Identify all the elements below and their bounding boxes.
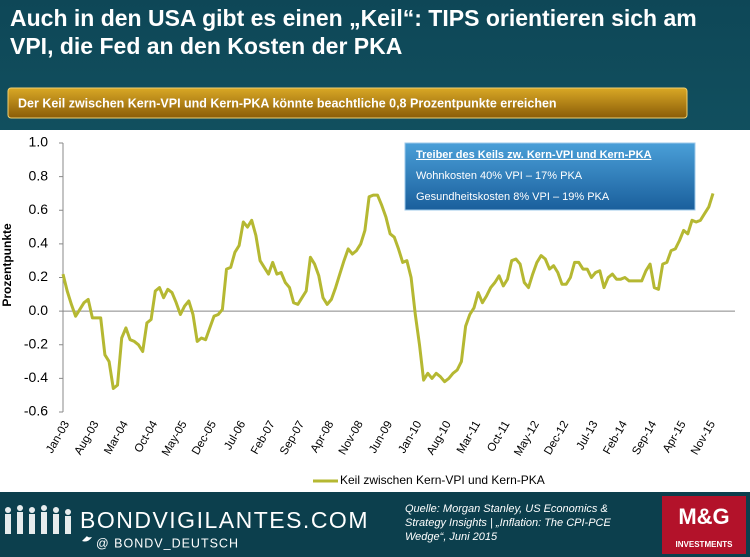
subtitle: Der Keil zwischen Kern-VPI und Kern-PKA …: [18, 96, 557, 110]
annotation-line: Wohnkosten 40% VPI – 17% PKA: [416, 170, 583, 182]
y-tick-label: -0.2: [24, 335, 48, 351]
y-tick-label: 0.0: [29, 302, 49, 318]
y-tick-label: 0.4: [29, 235, 49, 251]
y-tick-label: 1.0: [29, 134, 49, 150]
chart-title: Auch in den USA gibt es einen „Keil“: TI…: [10, 5, 697, 59]
y-tick-label: 0.8: [29, 167, 49, 183]
annotation-box: [404, 142, 696, 211]
y-tick-label: 0.6: [29, 201, 49, 217]
y-tick-label: -0.6: [24, 403, 48, 419]
logo-sub: INVESTMENTS: [676, 540, 734, 549]
y-axis-label: Prozentpunkte: [0, 223, 14, 307]
footer-band: [0, 492, 750, 557]
twitter-icon: [82, 536, 92, 542]
y-tick-label: 0.2: [29, 268, 49, 284]
source: Quelle: Morgan Stanley, US Economics &: [405, 503, 608, 515]
source: Strategy Insights | „Inflation: The CPI-…: [405, 517, 611, 529]
site-name: BONDVIGILANTES.COM: [80, 507, 369, 533]
twitter-handle: @ BONDV_DEUTSCH: [96, 536, 239, 550]
annotation-title: Treiber des Keils zw. Kern-VPI und Kern-…: [416, 149, 652, 161]
data-line: [61, 192, 715, 390]
source: Wedge“, Juni 2015: [405, 531, 498, 543]
people-icons: [5, 505, 71, 534]
subtitle-banner: [7, 87, 688, 119]
annotation-line: Gesundheitskosten 8% VPI – 19% PKA: [416, 191, 610, 203]
y-tick-label: -0.4: [24, 369, 48, 385]
logo: M&G: [678, 504, 729, 529]
legend-label: Keil zwischen Kern-VPI und Kern-PKA: [340, 473, 545, 487]
logo-box: [662, 496, 746, 554]
